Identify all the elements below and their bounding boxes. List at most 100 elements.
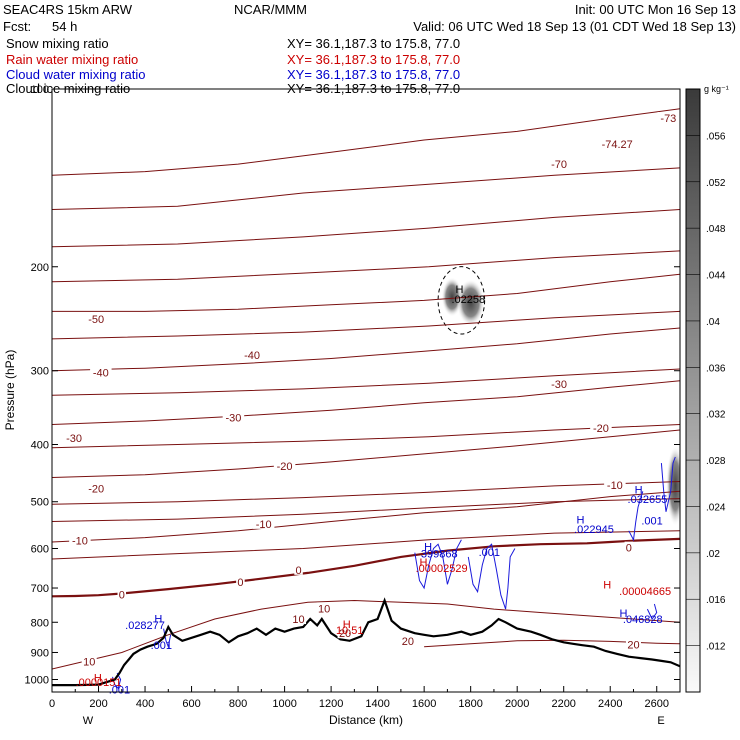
- contour-label-bg-16: [294, 563, 303, 575]
- isotherm-fill-3: [52, 310, 680, 340]
- y-tick-label-6: 700: [31, 583, 49, 595]
- x-tick-label-7: 1400: [365, 698, 389, 710]
- contour-label-bg-0: [548, 158, 570, 170]
- isotherm-1: [52, 490, 680, 543]
- max-marker-4: H: [424, 541, 432, 553]
- legend-rain-xy: XY= 36.1,187.3 to 175.8, 77.0: [287, 52, 460, 67]
- contour-label-bg-1: [657, 112, 680, 124]
- x-tick-label-0: 0: [49, 698, 55, 710]
- legend-rain: Rain water mixing ratio: [6, 52, 138, 67]
- x-tick-label-2: 400: [136, 698, 154, 710]
- cloud-water-contour-6: [112, 672, 122, 690]
- contour-label-bg-4: [241, 348, 263, 360]
- model-title: SEAC4RS 15km ARW: [3, 2, 133, 17]
- contour-label-20: 10: [292, 614, 304, 626]
- max-marker-9: H: [154, 613, 162, 625]
- contour-label-5: -40: [93, 367, 109, 379]
- x-axis-title: Distance (km): [329, 713, 403, 727]
- max-value-5: .001: [479, 547, 500, 559]
- contour-label-6: -30: [551, 379, 567, 391]
- cb-tick-label-8: .024: [706, 502, 726, 513]
- valid-time: Valid: 06 UTC Wed 18 Sep 13 (01 CDT Wed …: [413, 19, 736, 34]
- contour-label-bg-14: [69, 534, 91, 546]
- cloud-water-contour-3: [628, 491, 644, 542]
- contour-label-9: -20: [593, 423, 609, 435]
- colorbar-ticks: .056 .052 .048 .044 .04 .036 .032 .028 .024 .02 .0…: [686, 131, 726, 653]
- cb-tick-label-4: .04: [706, 317, 720, 328]
- isotherm-3: [52, 380, 680, 425]
- contour-label-bg-20: [291, 613, 307, 625]
- cloud-ice-outline: [437, 266, 486, 335]
- max-marker-8: H: [620, 608, 628, 620]
- cb-tick-label-1: .052: [706, 178, 726, 189]
- cloud-water-contours: [112, 456, 676, 690]
- x-tick-label-9: 1800: [458, 698, 482, 710]
- contour-label-22: 20: [627, 640, 639, 652]
- contour-label-14: -10: [72, 536, 88, 548]
- max-marker-11: H: [343, 619, 351, 631]
- cloud-water-contour-0: [414, 539, 462, 590]
- west-label: W: [83, 715, 94, 727]
- isotherm-fill-8: [52, 530, 680, 560]
- temperature-contours: [52, 108, 680, 670]
- fcst-value: 54 h: [52, 19, 77, 34]
- x-tick-label-11: 2200: [551, 698, 575, 710]
- x-tick-label-3: 600: [182, 698, 200, 710]
- isotherm-fill-2: [52, 250, 680, 283]
- contour-label-bg-11: [85, 482, 107, 494]
- contour-label-bg-21: [81, 655, 97, 667]
- y-tick-label-1: 200: [31, 262, 49, 274]
- legend-snow: Snow mixing ratio: [6, 36, 109, 51]
- cloud-water-contour-4: [646, 603, 658, 620]
- contour-label-15: 0: [626, 543, 632, 555]
- x-tick-label-6: 1200: [319, 698, 343, 710]
- legend-cloudwater: Cloud water mixing ratio: [6, 67, 145, 82]
- contour-label-10: -20: [277, 461, 293, 473]
- contour-label-12: -10: [607, 480, 623, 492]
- contour-label-bg-17: [236, 576, 245, 588]
- contour-label-18: 0: [119, 590, 125, 602]
- isotherm-fill-0: [52, 167, 680, 210]
- isotherm-5: [52, 273, 680, 312]
- terrain-path: [52, 597, 680, 687]
- isotherm-fill-6: [52, 481, 680, 505]
- contour-label-bg-23: [400, 634, 416, 646]
- max-value-2: .001: [641, 516, 662, 528]
- isotherm-fill-4: [52, 368, 680, 396]
- contour-label-bg-6: [548, 378, 570, 390]
- contour-label-bg-2: [596, 138, 638, 150]
- y-tick-label-8: 900: [31, 647, 49, 659]
- contour-label-bg-22: [625, 638, 641, 650]
- contour-label-bg-18: [117, 588, 127, 600]
- contour-label-bg-15: [624, 541, 634, 553]
- contour-label-1: -73: [660, 113, 676, 125]
- x-tick-label-5: 1000: [272, 698, 296, 710]
- legend-snow-xy: XY= 36.1,187.3 to 175.8, 77.0: [287, 36, 460, 51]
- terrain-line: [52, 597, 680, 687]
- contour-label-bg-9: [590, 421, 612, 433]
- contour-label-bg-10: [273, 460, 296, 472]
- cb-tick-label-0: .056: [706, 131, 726, 142]
- y-tick-label-0: 100: [31, 84, 49, 96]
- shade-blob-1: [456, 279, 485, 327]
- contour-label-23: 20: [402, 636, 414, 648]
- contour-label-11: -20: [88, 484, 104, 496]
- max-marker-6: H: [419, 557, 427, 569]
- cb-tick-label-11: .012: [706, 642, 726, 653]
- contour-label-21: 10: [83, 656, 95, 668]
- y-tick-label-7: 800: [31, 617, 49, 629]
- y-tick-label-4: 500: [31, 497, 49, 509]
- cb-tick-label-9: .02: [706, 549, 720, 560]
- max-marker-1: H: [635, 485, 643, 497]
- contour-label-7: -30: [225, 412, 241, 424]
- cloud-ice-shading: [437, 266, 680, 527]
- isotherm-8: [424, 639, 680, 648]
- cloud-water-contour-2: [660, 456, 676, 512]
- isotherm-7: [52, 599, 680, 670]
- contour-label-4: -40: [244, 350, 260, 362]
- max-marker-7: H: [603, 579, 611, 591]
- contour-label-bg-24: [337, 627, 353, 639]
- axes: 0 200 400 600 800 1000 1200 1400 1600 1800 2000 220…: [25, 84, 681, 710]
- contour-label-bg-13: [252, 517, 275, 529]
